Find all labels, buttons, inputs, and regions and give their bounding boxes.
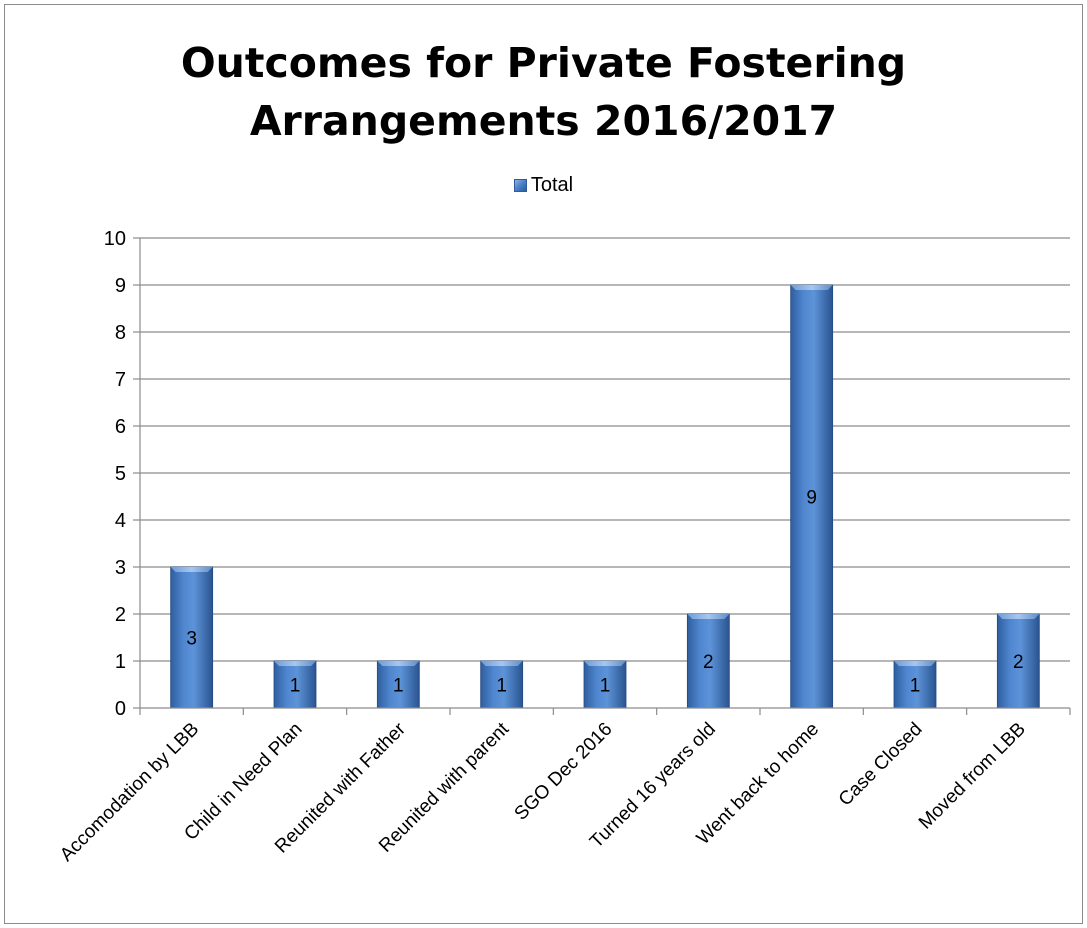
bar-cap (377, 661, 420, 666)
data-label: 1 (393, 676, 404, 697)
y-tick-label: 1 (115, 651, 126, 673)
x-tick-label: SGO Dec 2016 (511, 719, 617, 825)
bar (893, 660, 937, 709)
y-tick-label: 9 (115, 275, 126, 297)
bar (790, 284, 834, 709)
chart-title-line-1: Outcomes for Private Fostering (180, 39, 907, 87)
chart-frame (4, 4, 1083, 924)
bar-cap (584, 661, 626, 666)
y-tick-label: 7 (115, 369, 126, 391)
data-label: 1 (600, 676, 611, 697)
data-label: 1 (290, 676, 301, 697)
bar-cap (997, 614, 1040, 619)
chart-title: Outcomes for Private Fostering Arrangeme… (0, 34, 1087, 150)
y-tick-label: 10 (104, 228, 126, 250)
bar-cap (687, 614, 730, 619)
y-tick-label: 6 (115, 416, 126, 438)
bar-cap (790, 285, 833, 290)
data-label: 1 (910, 676, 921, 697)
bar-cap (894, 661, 936, 666)
bar-cap (170, 567, 213, 572)
y-tick-label: 0 (115, 698, 126, 720)
y-tick-label: 8 (115, 322, 126, 344)
data-label: 9 (806, 488, 817, 509)
y-tick-label: 5 (115, 463, 126, 485)
y-tick-label: 3 (115, 557, 126, 579)
bar-cap (480, 661, 523, 666)
bar (583, 660, 627, 709)
bar (996, 613, 1040, 709)
y-tick-label: 4 (115, 510, 126, 532)
chart-title-line-2: Arrangements 2016/2017 (249, 97, 838, 145)
data-label: 3 (186, 629, 197, 650)
bar-cap (274, 661, 316, 666)
legend-label: Total (530, 174, 574, 196)
y-tick-label: 2 (115, 604, 126, 626)
legend-swatch (513, 179, 527, 192)
x-tick-label: Moved from LBB (915, 719, 1030, 834)
data-label: 2 (1013, 652, 1024, 673)
x-tick-label: Accomodation by LBB (56, 719, 203, 866)
data-label: 2 (703, 652, 714, 673)
x-tick-label: Case Closed (835, 719, 927, 811)
bar (480, 660, 524, 709)
data-label: 1 (496, 676, 507, 697)
legend: Total (0, 172, 1087, 198)
